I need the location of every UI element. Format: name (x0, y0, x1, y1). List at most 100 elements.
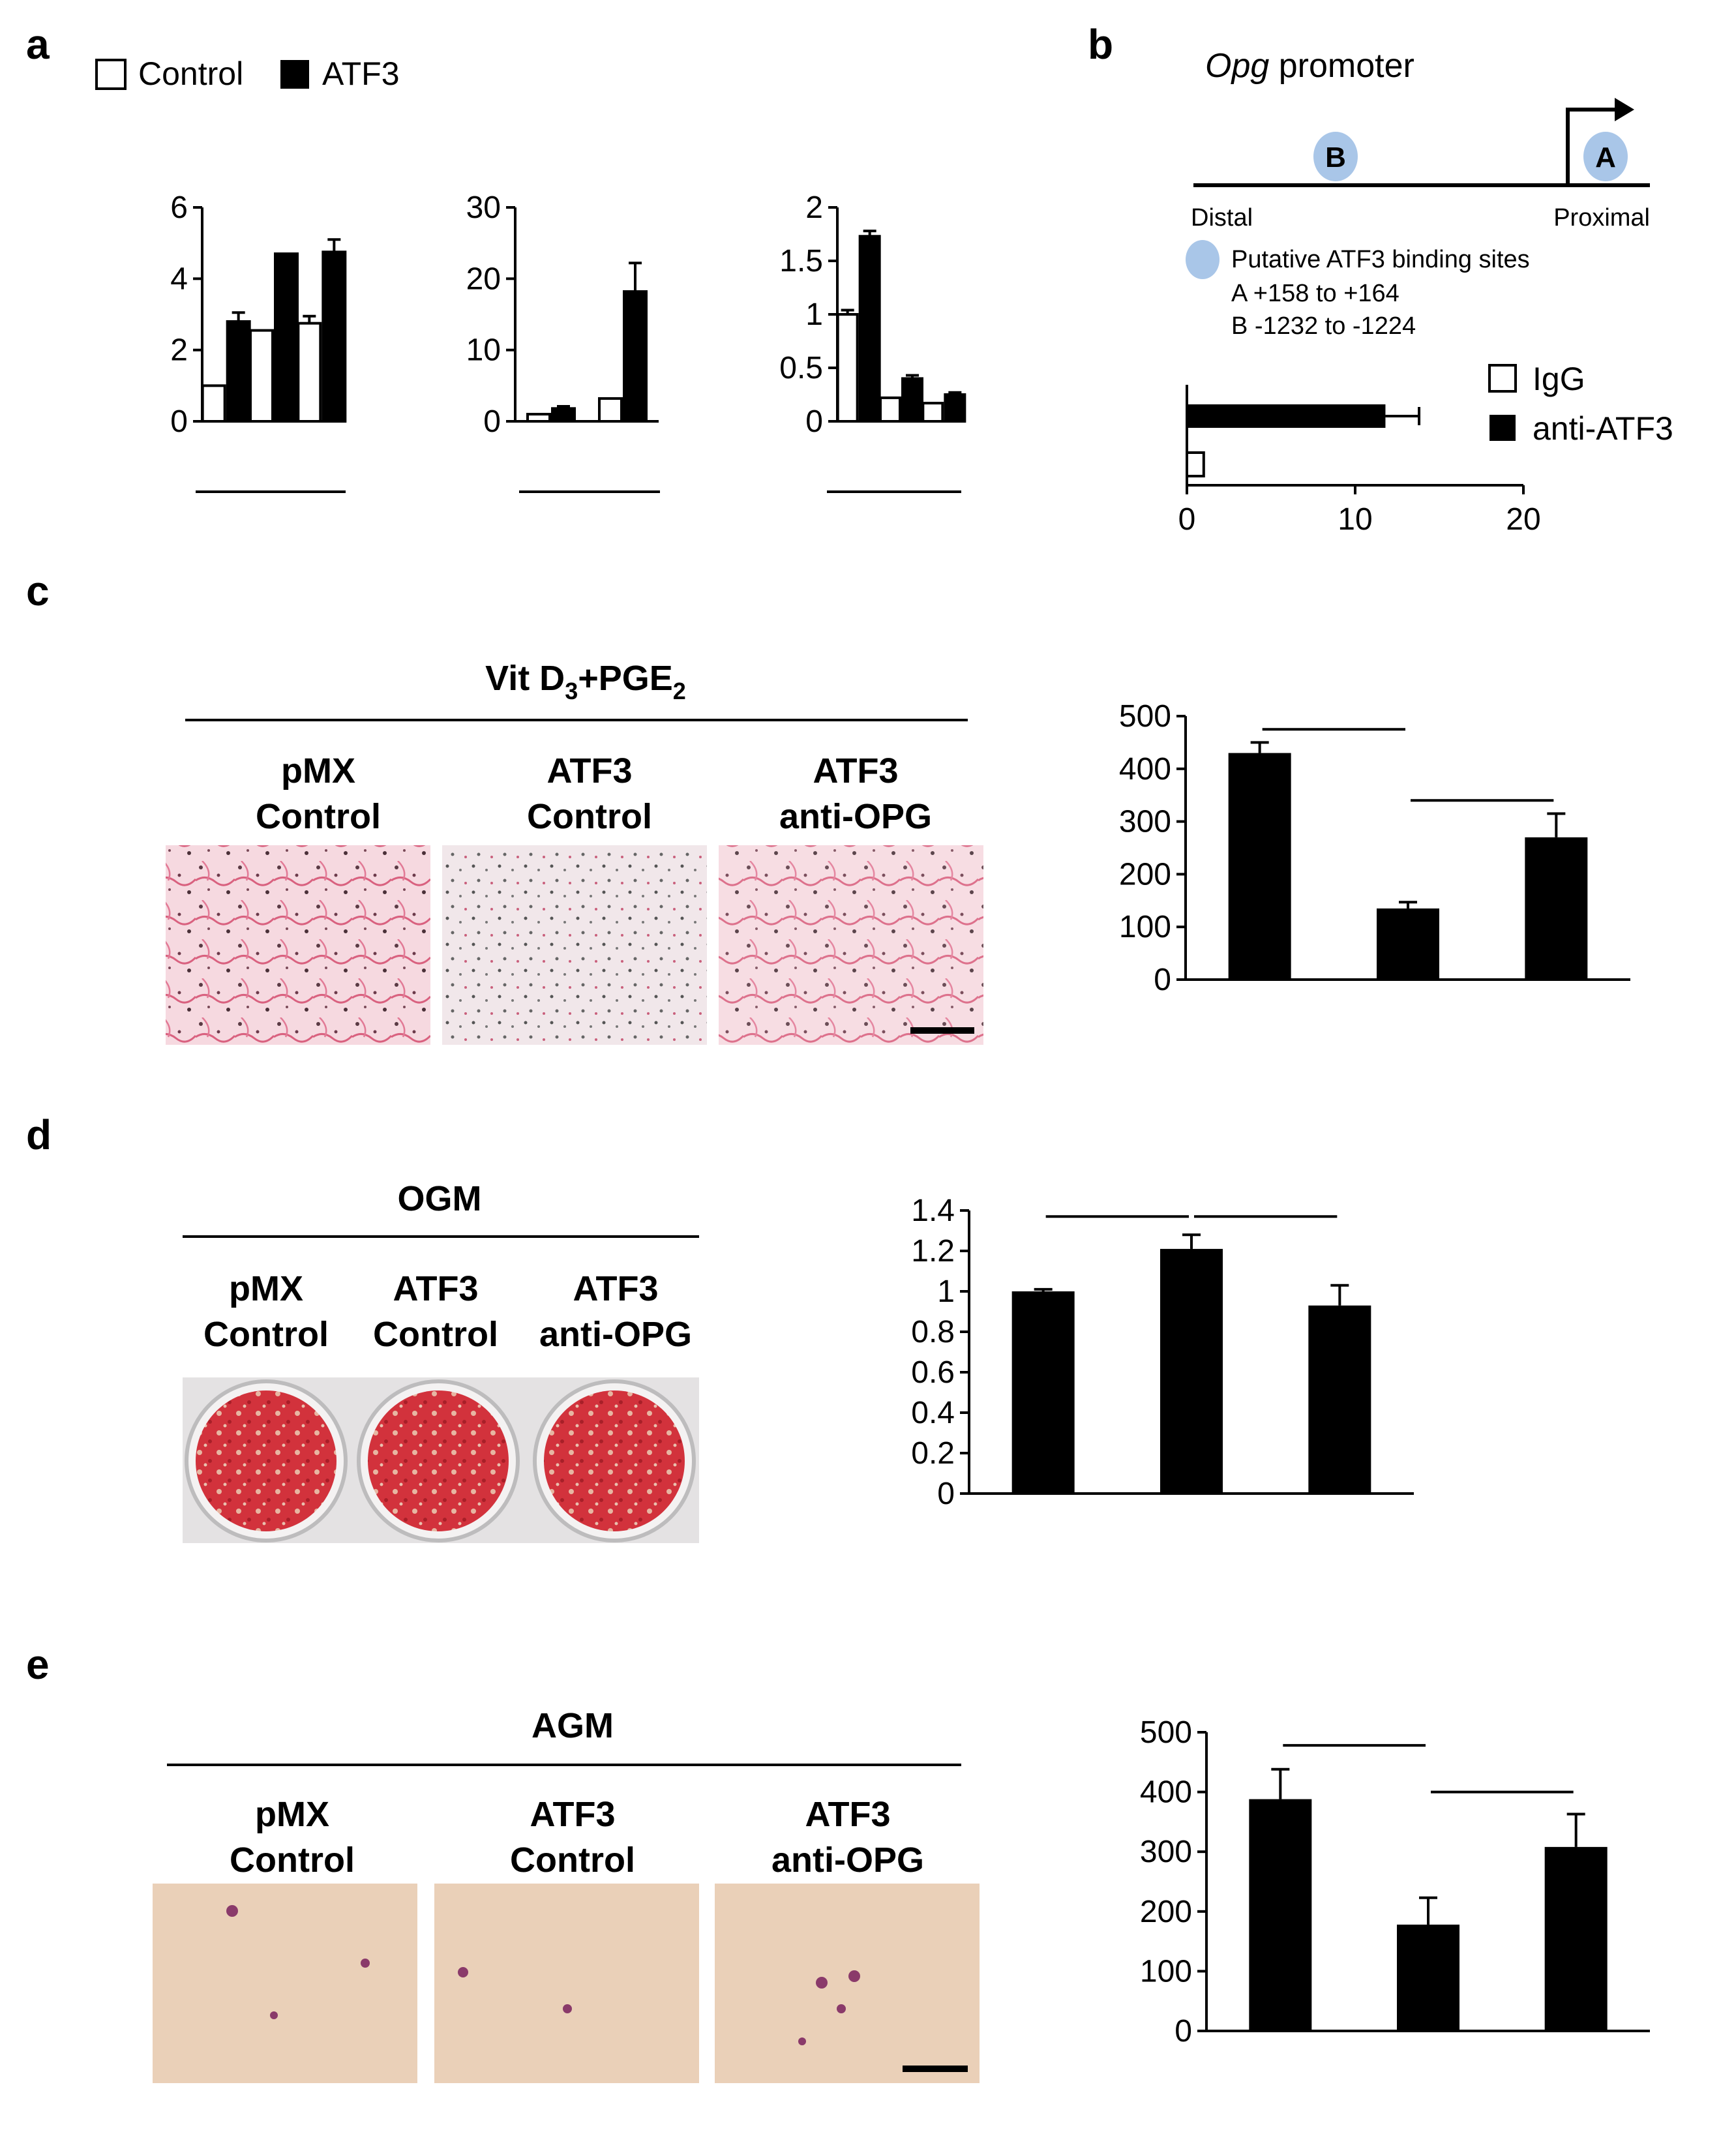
bar (1011, 1291, 1075, 1494)
y-tick-label: 2 (805, 190, 823, 225)
y-tick-label: 400 (1140, 1775, 1192, 1810)
bar-control (297, 322, 322, 423)
panel-d-treatment: OGM (398, 1179, 482, 1218)
legend-a: Control ATF3 (95, 55, 400, 92)
bar-atf3 (226, 320, 251, 423)
bar-atf3 (858, 235, 881, 423)
chart-b-chip: 0 10 20 (1178, 385, 1541, 537)
c-cond2-line2: Control (527, 797, 652, 836)
y-tick-label: 0 (483, 404, 501, 439)
y-tick-label: 300 (1140, 1835, 1192, 1869)
e-adipocyte-dot (798, 2037, 806, 2045)
e-image-atf3-anti-opg (715, 1884, 980, 2083)
c-cond3-line1: ATF3 (813, 751, 899, 790)
e-adipocyte-dot (848, 1970, 860, 1982)
panel-c-images: Vit D3+PGE2 pMX Control ATF3 Control ATF… (166, 659, 983, 1045)
tss-arrow-head (1615, 98, 1634, 121)
legend-control-label: Control (138, 55, 243, 92)
panel-label-e: e (26, 1641, 50, 1688)
y-tick-label: 500 (1140, 1715, 1192, 1750)
promoter-title: Opg promoter (1205, 47, 1414, 85)
y-tick-label: 1 (937, 1274, 955, 1309)
c-cond2-line1: ATF3 (547, 751, 633, 790)
proximal-label: Proximal (1553, 204, 1650, 232)
e-cond1-line2: Control (230, 1841, 355, 1880)
distal-label: Distal (1191, 204, 1253, 232)
y-tick-label: 200 (1140, 1895, 1192, 1929)
bar (1249, 1799, 1312, 2031)
y-tick-label: 0 (170, 404, 188, 439)
chart-a1-opg-ogm-time: 0 2 4 6 (170, 190, 347, 493)
promoter-diagram: Opg promoter B A Distal Proximal Putativ… (1186, 47, 1650, 340)
e-cond1-line1: pMX (255, 1795, 329, 1834)
y-tick-label: 30 (466, 190, 501, 225)
treatment-c-sub2: 2 (673, 678, 686, 704)
bar-atf3 (623, 290, 648, 423)
e-adipocyte-dot (361, 1959, 370, 1968)
site-b-range: B -1232 to -1224 (1231, 312, 1416, 340)
promoter-title-gene: Opg (1205, 47, 1269, 85)
e-cond2-line1: ATF3 (530, 1795, 616, 1834)
d-well-atf3-anti-opg-stain (544, 1390, 685, 1531)
e-image-pmx-control (153, 1884, 417, 2083)
bar-igg (1186, 451, 1205, 477)
bar (1160, 1248, 1223, 1494)
y-tick-label: 500 (1119, 699, 1171, 734)
bar-atf3 (944, 393, 966, 423)
y-tick-label: 0 (805, 404, 823, 439)
bar-anti-atf3 (1187, 404, 1386, 428)
y-tick-label: 4 (170, 262, 188, 296)
y-tick-label: 200 (1119, 857, 1171, 892)
bar-control (526, 413, 551, 423)
e-image-atf3-control (434, 1884, 699, 2083)
panel-c-treatment: Vit D3+PGE2 (485, 659, 686, 704)
tss-arrow-stem (1566, 108, 1617, 185)
bar (1377, 908, 1439, 980)
e-adipocyte-dot (226, 1905, 238, 1917)
panel-e-images: AGM pMX Control ATF3 Control ATF3 anti-O… (153, 1706, 980, 2083)
bar-control (201, 384, 226, 423)
x-tick-label: 0 (1178, 502, 1196, 537)
site-b-circle (1313, 132, 1358, 181)
bar (1308, 1305, 1371, 1494)
d-well-atf3-control-stain (368, 1390, 509, 1531)
y-tick-label: 100 (1140, 1954, 1192, 1989)
bar-control (598, 397, 623, 423)
legend-atf3-swatch (280, 60, 309, 89)
d-cond3-line1: ATF3 (573, 1269, 659, 1308)
bar-control (249, 329, 274, 423)
c-image-atf3-anti-opg (719, 845, 983, 1045)
panel-label-b: b (1088, 21, 1113, 68)
panel-label-d: d (26, 1111, 52, 1158)
panel-d-images: OGM pMX Control ATF3 Control ATF3 anti-O… (183, 1179, 699, 1543)
y-tick-label: 1.4 (911, 1194, 955, 1228)
panel-label-c: c (26, 567, 50, 614)
bar (1397, 1924, 1459, 2031)
site-a-label: A (1595, 142, 1616, 173)
y-tick-label: 1.5 (779, 244, 823, 278)
chart-d-alizarin: 0 0.2 0.4 0.6 0.8 1 1.2 1.4 (911, 1194, 1414, 1511)
treatment-c-part2: +PGE (578, 659, 673, 698)
d-cond3-line2: anti-OPG (539, 1315, 692, 1354)
y-tick-label: 6 (170, 190, 188, 225)
chart-a2-opg-ogm: 0 10 20 30 (466, 190, 660, 493)
treatment-c-sub1: 3 (565, 678, 578, 704)
e-adipocyte-dot (270, 2011, 278, 2019)
y-tick-label: 0.8 (911, 1315, 955, 1349)
bar-control (836, 313, 859, 423)
c-cond1-line1: pMX (281, 751, 355, 790)
y-tick-label: 0.6 (911, 1355, 955, 1390)
bar-control (921, 402, 944, 423)
e-adipocyte-dot (458, 1967, 468, 1977)
site-a-range: A +158 to +164 (1231, 280, 1399, 307)
bar-atf3 (901, 377, 923, 423)
d-cond1-line2: Control (203, 1315, 329, 1354)
legend-atf3-label: ATF3 (322, 55, 400, 92)
sites-legend-circle (1186, 240, 1220, 279)
y-tick-label: 0.5 (779, 351, 823, 385)
y-tick-label: 20 (466, 262, 501, 296)
bar-control (879, 396, 901, 423)
legend-igg-swatch (1488, 364, 1517, 393)
y-tick-label: 300 (1119, 805, 1171, 839)
legend-control-swatch (95, 59, 127, 90)
